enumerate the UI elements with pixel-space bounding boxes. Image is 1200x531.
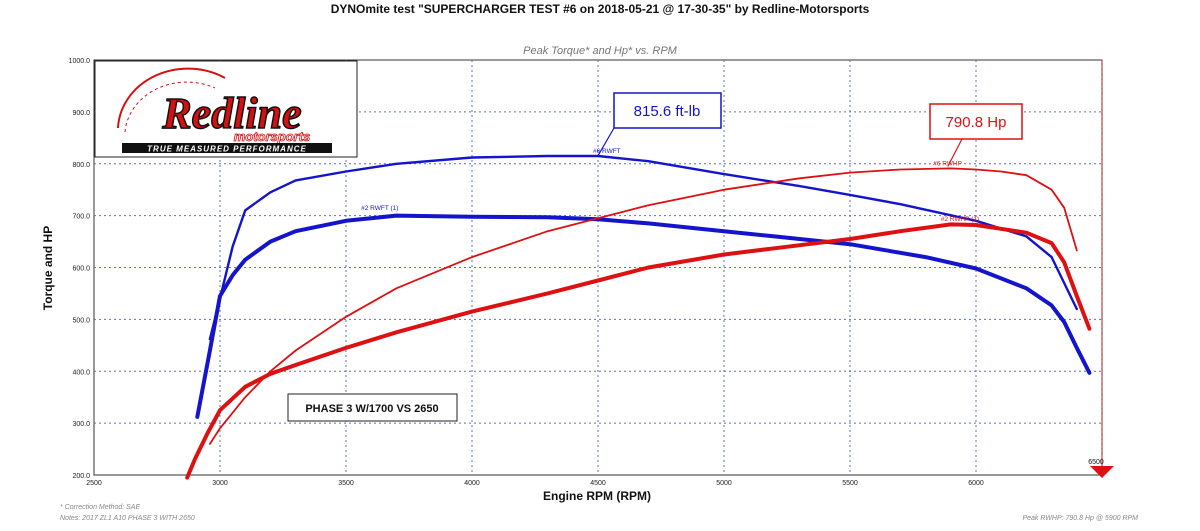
logo-brand: Redline <box>161 89 301 138</box>
x-tick-label: 4000 <box>464 480 480 487</box>
x-axis-label: Engine RPM (RPM) <box>543 489 651 503</box>
torque-peak-label: 815.6 ft-lb <box>634 103 701 120</box>
x-tick-label: 3000 <box>212 480 228 487</box>
phase-note-text: PHASE 3 W/1700 VS 2650 <box>305 403 438 415</box>
x-tick-label: 3500 <box>338 480 354 487</box>
x-tick-label: 5000 <box>716 480 732 487</box>
y-tick-label: 700.0 <box>72 214 90 221</box>
series-line-0 <box>208 154 1079 341</box>
series-label: #6 RWFT <box>593 148 621 155</box>
x-tick-label: 6000 <box>968 480 984 487</box>
footer-peak: Peak RWHP: 790.8 Hp @ 5900 RPM <box>1022 515 1138 522</box>
tick-labels: 200.0 300.0 400.0 500.0 600.0 700.0 800.0 900.0… <box>69 58 984 487</box>
x-tick-label: 4500 <box>590 480 606 487</box>
y-tick-label: 1000.0 <box>69 58 91 65</box>
x-tick-label: 5500 <box>842 480 858 487</box>
y-tick-label: 200.0 <box>72 473 90 480</box>
footer-notes: Notes: 2017 ZL1 A10 PHASE 3 WITH 2650 <box>60 515 195 522</box>
torque-peak-callout: 815.6 ft-lb <box>597 92 722 156</box>
y-tick-label: 500.0 <box>72 317 90 324</box>
y-tick-label: 300.0 <box>72 421 90 428</box>
series-lines <box>185 154 1092 480</box>
series-label: #2 RWHP (1) <box>941 216 979 223</box>
end-marker-label: 6500 <box>1088 459 1104 466</box>
y-tick-label: 600.0 <box>72 266 90 273</box>
chart-subtitle: Peak Torque* and Hp* vs. RPM <box>523 45 678 57</box>
y-tick-label: 800.0 <box>72 162 90 169</box>
logo-sub: motorsports <box>234 129 311 144</box>
series-line-2 <box>208 167 1078 445</box>
y-axis-label: Torque and HP <box>41 226 55 310</box>
phase-note-box: PHASE 3 W/1700 VS 2650 <box>287 393 458 422</box>
footer-correction: * Correction Method: SAE <box>60 504 140 511</box>
series-label: #2 RWFT (1) <box>361 205 398 212</box>
hp-peak-label: 790.8 Hp <box>946 114 1007 131</box>
series-line-3 <box>185 222 1092 480</box>
series-label: #6 RWHP <box>933 160 962 167</box>
y-tick-label: 900.0 <box>72 110 90 117</box>
redline-logo: Redline motorsports TRUE MEASURED PERFOR… <box>94 60 358 158</box>
x-tick-label: 2500 <box>86 480 102 487</box>
series-labels: #6 RWFT #2 RWFT (1) #6 RWHP #2 RWHP (1) <box>361 148 979 223</box>
logo-tagline: TRUE MEASURED PERFORMANCE <box>147 145 307 154</box>
end-marker-triangle <box>1090 466 1114 478</box>
series-line-1 <box>195 213 1092 419</box>
hp-peak-callout: 790.8 Hp <box>929 103 1023 167</box>
end-rpm-marker: 6500 <box>1088 459 1114 478</box>
y-tick-label: 400.0 <box>72 369 90 376</box>
chart-header-title: DYNOmite test "SUPERCHARGER TEST #6 on 2… <box>330 2 870 16</box>
